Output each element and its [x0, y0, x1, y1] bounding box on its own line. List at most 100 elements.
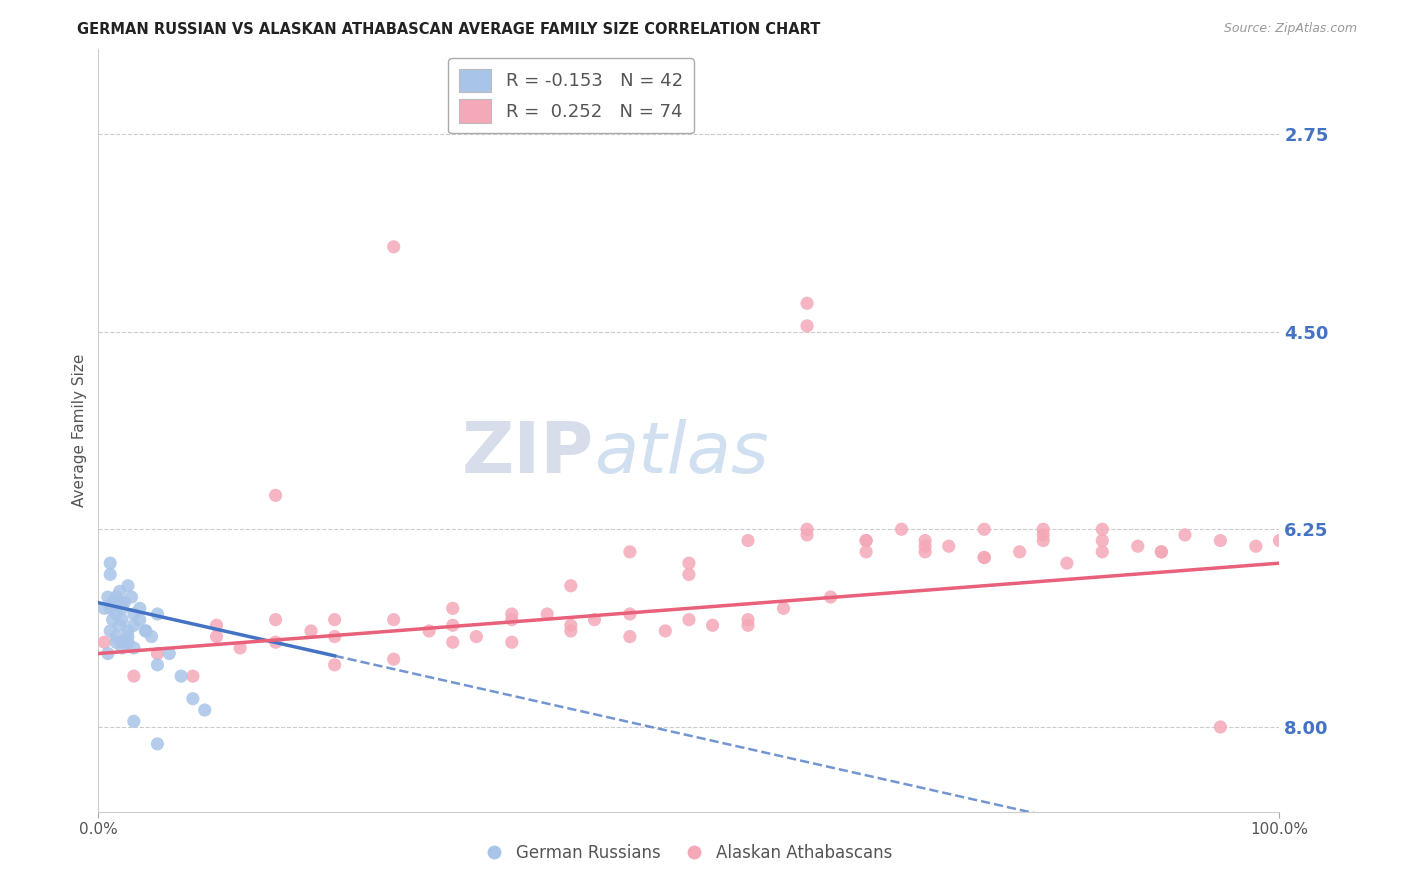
Point [560, 579, 582, 593]
Point [111, 640, 134, 655]
Point [737, 533, 759, 548]
Point [619, 607, 641, 621]
Point [146, 657, 169, 672]
Point [855, 533, 877, 548]
Y-axis label: Average Family Size: Average Family Size [72, 354, 87, 507]
Point [501, 613, 523, 627]
Point [111, 635, 134, 649]
Point [122, 714, 145, 729]
Point [299, 624, 322, 638]
Point [619, 545, 641, 559]
Point [1126, 539, 1149, 553]
Point [973, 522, 995, 536]
Point [1032, 533, 1054, 548]
Point [122, 618, 145, 632]
Point [441, 601, 464, 615]
Point [264, 613, 287, 627]
Point [181, 669, 204, 683]
Point [105, 635, 128, 649]
Point [122, 669, 145, 683]
Point [501, 607, 523, 621]
Point [105, 607, 128, 621]
Point [1209, 533, 1232, 548]
Point [128, 601, 150, 615]
Point [323, 613, 346, 627]
Point [93, 635, 115, 649]
Point [796, 296, 818, 310]
Point [855, 545, 877, 559]
Point [890, 522, 912, 536]
Text: GERMAN RUSSIAN VS ALASKAN ATHABASCAN AVERAGE FAMILY SIZE CORRELATION CHART: GERMAN RUSSIAN VS ALASKAN ATHABASCAN AVE… [77, 22, 821, 37]
Point [973, 550, 995, 565]
Point [1150, 545, 1173, 559]
Point [619, 630, 641, 644]
Point [583, 613, 606, 627]
Point [418, 624, 440, 638]
Point [141, 630, 163, 644]
Point [108, 584, 131, 599]
Point [1091, 545, 1114, 559]
Point [914, 539, 936, 553]
Point [1008, 545, 1031, 559]
Point [146, 647, 169, 661]
Point [820, 590, 842, 604]
Point [654, 624, 676, 638]
Point [105, 590, 128, 604]
Point [101, 596, 124, 610]
Point [122, 640, 145, 655]
Point [157, 647, 180, 661]
Point [117, 635, 139, 649]
Point [1174, 528, 1197, 542]
Point [194, 703, 217, 717]
Point [796, 528, 818, 542]
Point [97, 647, 120, 661]
Point [855, 533, 877, 548]
Point [382, 613, 405, 627]
Point [98, 601, 121, 615]
Point [97, 590, 120, 604]
Point [501, 635, 523, 649]
Point [1032, 522, 1054, 536]
Point [98, 567, 121, 582]
Point [772, 601, 794, 615]
Point [98, 624, 121, 638]
Point [146, 607, 169, 621]
Point [560, 624, 582, 638]
Point [796, 522, 818, 536]
Point [135, 624, 157, 638]
Point [1244, 539, 1267, 553]
Point [93, 601, 115, 615]
Point [128, 613, 150, 627]
Point [205, 630, 228, 644]
Point [465, 630, 488, 644]
Point [1268, 533, 1291, 548]
Point [678, 613, 700, 627]
Point [914, 545, 936, 559]
Point [938, 539, 960, 553]
Point [122, 607, 145, 621]
Point [1091, 522, 1114, 536]
Legend: German Russians, Alaskan Athabascans: German Russians, Alaskan Athabascans [479, 837, 898, 868]
Point [101, 613, 124, 627]
Text: Source: ZipAtlas.com: Source: ZipAtlas.com [1223, 22, 1357, 36]
Point [796, 318, 818, 333]
Point [1056, 556, 1078, 570]
Point [678, 567, 700, 582]
Point [441, 635, 464, 649]
Point [323, 657, 346, 672]
Point [323, 630, 346, 644]
Point [264, 488, 287, 502]
Point [170, 669, 193, 683]
Point [117, 624, 139, 638]
Point [678, 556, 700, 570]
Point [536, 607, 558, 621]
Point [441, 618, 464, 632]
Point [108, 618, 131, 632]
Text: atlas: atlas [595, 418, 769, 488]
Point [560, 618, 582, 632]
Point [181, 691, 204, 706]
Point [146, 737, 169, 751]
Point [205, 618, 228, 632]
Point [105, 630, 128, 644]
Point [973, 550, 995, 565]
